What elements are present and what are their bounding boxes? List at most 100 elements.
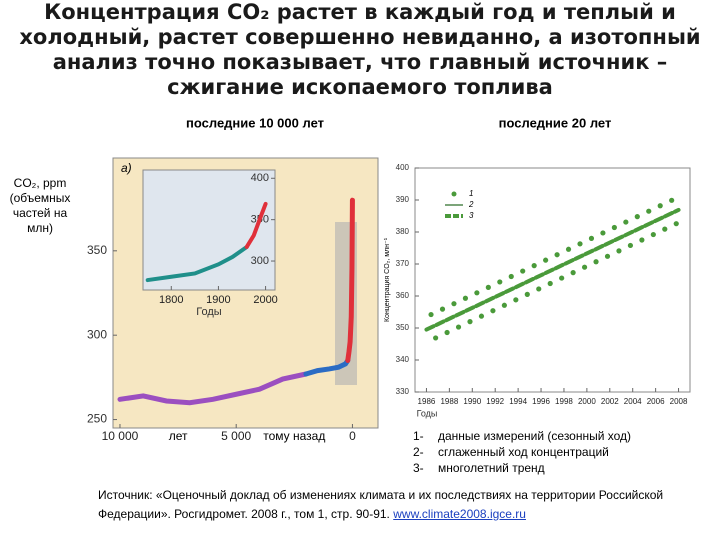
legend-note-text: многолетний тренд xyxy=(438,461,545,475)
x-tick-label: 1992 xyxy=(486,397,504,406)
y-tick-label: 300 xyxy=(87,327,107,341)
x-axis-word: тому назад xyxy=(263,429,325,443)
x-tick-label: 2008 xyxy=(670,397,688,406)
y-tick-label: 300 xyxy=(251,255,269,267)
data-point xyxy=(577,241,583,247)
legend-label: 2 xyxy=(468,200,474,209)
data-point xyxy=(634,214,640,220)
legend-note-marker: 2- xyxy=(413,445,424,459)
x-tick-label: 1800 xyxy=(159,294,183,306)
data-point xyxy=(611,224,617,231)
data-point xyxy=(501,302,507,308)
x-tick-label: 5 000 xyxy=(221,429,251,443)
data-point xyxy=(451,301,457,307)
x-tick-label: 2002 xyxy=(601,397,619,406)
data-point xyxy=(554,252,560,258)
data-point xyxy=(439,306,446,312)
data-point xyxy=(485,284,491,290)
x-tick-label: 1986 xyxy=(418,397,436,406)
data-point xyxy=(547,280,553,287)
data-point xyxy=(531,263,537,269)
series-line xyxy=(244,201,268,249)
series-line xyxy=(345,197,355,363)
x-axis-label: Годы xyxy=(417,408,438,418)
data-point xyxy=(474,290,480,296)
data-point xyxy=(490,308,496,314)
data-point xyxy=(565,246,572,252)
data-point xyxy=(467,319,473,325)
source-link[interactable]: www.climate2008.igce.ru xyxy=(393,507,526,521)
y-tick-label: 400 xyxy=(396,163,410,172)
y-tick-label: 370 xyxy=(396,259,410,268)
x-tick-label: 10 000 xyxy=(102,429,139,443)
data-point xyxy=(662,226,668,232)
legend-swatch xyxy=(451,191,457,197)
x-tick-label: 1998 xyxy=(555,397,573,406)
data-point xyxy=(650,231,656,238)
x-axis-word: лет xyxy=(169,429,188,443)
x-tick-label: 2000 xyxy=(578,397,596,406)
data-point xyxy=(604,253,611,259)
subtitle: последние 20 лет xyxy=(499,115,612,130)
data-point xyxy=(593,259,599,265)
data-point xyxy=(462,295,469,301)
data-point xyxy=(623,219,629,225)
data-point xyxy=(444,329,450,336)
data-point xyxy=(646,208,652,214)
data-point xyxy=(616,248,622,254)
series-line xyxy=(117,371,309,406)
subtitle: последние 10 000 лет xyxy=(186,115,324,130)
legend-note-marker: 3- xyxy=(413,461,424,475)
y-tick-label: 360 xyxy=(396,291,410,300)
legend-note-text: данные измерений (сезонный ход) xyxy=(438,429,631,443)
data-point xyxy=(600,230,606,236)
x-tick-label: 1900 xyxy=(206,294,230,306)
plot-area xyxy=(414,167,691,393)
y-tick-label: 350 xyxy=(396,323,410,332)
data-point xyxy=(513,297,519,303)
y-axis-label: CO₂, ppm (объемных частей на млн) xyxy=(9,176,71,235)
data-point xyxy=(543,257,549,263)
data-point xyxy=(508,273,514,280)
data-point xyxy=(639,237,645,243)
x-tick-label: 0 xyxy=(349,429,356,443)
data-point xyxy=(524,291,530,297)
x-tick-label: 2000 xyxy=(253,294,277,306)
panel-label: a) xyxy=(121,161,132,175)
y-tick-label: 390 xyxy=(396,195,410,204)
data-point xyxy=(455,324,462,330)
data-point xyxy=(669,197,675,203)
data-point xyxy=(433,335,439,341)
data-point xyxy=(581,264,588,270)
data-point xyxy=(588,235,595,241)
y-tick-label: 350 xyxy=(87,243,107,257)
y-tick-label: 400 xyxy=(251,172,269,184)
data-point xyxy=(627,242,634,249)
y-tick-label: 250 xyxy=(87,412,107,426)
data-point xyxy=(428,311,434,318)
legend-label: 1 xyxy=(469,189,473,198)
x-tick-label: 1990 xyxy=(463,397,481,406)
data-point xyxy=(520,268,526,274)
data-point xyxy=(657,203,663,209)
series-line xyxy=(145,244,249,283)
data-point xyxy=(536,286,542,292)
source: Источник: «Оценочный доклад об изменения… xyxy=(98,486,710,524)
x-tick-label: 2006 xyxy=(647,397,665,406)
y-axis-label: Концентрация CO₂, млн⁻¹ xyxy=(384,237,391,322)
source-text: Источник: «Оценочный доклад об изменения… xyxy=(98,488,664,521)
data-point xyxy=(570,270,576,276)
x-tick-label: 1996 xyxy=(532,397,550,406)
legend-note-marker: 1- xyxy=(413,429,424,443)
data-point xyxy=(673,221,679,227)
series-line xyxy=(424,207,681,332)
data-point xyxy=(559,275,565,281)
data-point xyxy=(478,313,485,319)
legend-note-text: сглаженный ход концентраций xyxy=(438,445,609,459)
x-tick-label: 1988 xyxy=(440,397,458,406)
y-tick-label: 330 xyxy=(396,387,410,396)
x-tick-label: 2004 xyxy=(624,397,642,406)
slide-title: Концентрация CO₂ растет в каждый год и т… xyxy=(19,0,701,99)
